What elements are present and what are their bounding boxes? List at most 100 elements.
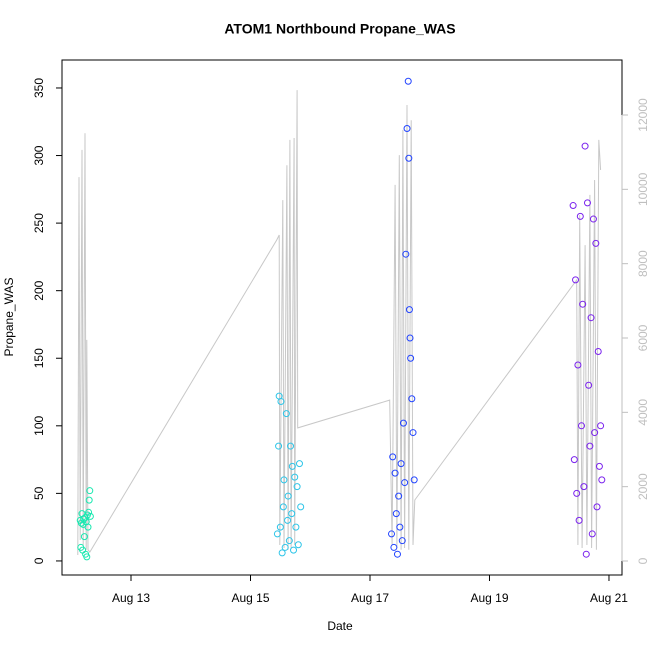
data-point: [284, 516, 292, 524]
y-tick-label: 200: [32, 280, 46, 300]
data-point: [392, 510, 400, 518]
chart-title: ATOM1 Northbound Propane_WAS: [224, 21, 455, 37]
y-tick-label: 350: [32, 78, 46, 98]
y2-tick-label: 0: [636, 557, 650, 564]
data-point: [387, 530, 395, 538]
data-point: [295, 460, 303, 468]
x-tick-label: Aug 21: [590, 591, 628, 605]
data-point: [581, 142, 589, 150]
data-point: [285, 537, 293, 545]
y-tick-label: 150: [32, 348, 46, 368]
y-tick-label: 250: [32, 213, 46, 233]
data-point: [409, 429, 417, 437]
data-point: [583, 199, 591, 207]
data-point: [579, 300, 587, 308]
data-point: [597, 422, 605, 430]
data-point: [86, 512, 94, 520]
x-axis-label: Date: [327, 619, 353, 633]
data-point: [572, 276, 580, 284]
x-tick-label: Aug 13: [112, 591, 150, 605]
data-point: [576, 212, 584, 220]
data-point: [288, 510, 296, 518]
data-point: [275, 442, 283, 450]
data-point: [292, 523, 300, 531]
data-point: [273, 530, 281, 538]
data-point: [391, 469, 399, 477]
data-point: [574, 361, 582, 369]
data-point: [294, 541, 302, 549]
data-point: [573, 489, 581, 497]
data-point: [404, 77, 412, 85]
data-point: [399, 419, 407, 427]
data-point: [297, 503, 305, 511]
data-point: [393, 550, 401, 558]
data-point: [398, 537, 406, 545]
data-point: [288, 462, 296, 470]
data-point: [84, 523, 92, 531]
data-point: [582, 550, 590, 558]
data-point: [407, 354, 415, 362]
y-tick-label: 0: [32, 557, 46, 564]
data-point: [390, 543, 398, 551]
data-point: [586, 442, 594, 450]
y-axis-label: Propane_WAS: [2, 278, 16, 357]
data-point: [588, 530, 596, 538]
data-point: [80, 533, 88, 541]
data-point: [290, 546, 298, 554]
data-point: [587, 314, 595, 322]
x-tick-label: Aug 19: [470, 591, 508, 605]
data-point: [83, 553, 91, 561]
data-point: [395, 492, 403, 500]
data-point: [276, 523, 284, 531]
y2-tick-label: 4000: [636, 399, 650, 426]
data-point: [282, 410, 290, 418]
data-point: [580, 483, 588, 491]
data-point: [405, 154, 413, 162]
y-tick-label: 100: [32, 415, 46, 435]
data-point: [592, 239, 600, 247]
data-point: [575, 516, 583, 524]
data-point: [406, 334, 414, 342]
y2-tick-label: 8000: [636, 250, 650, 277]
data-point: [287, 442, 295, 450]
data-point: [410, 476, 418, 484]
data-point: [293, 483, 301, 491]
y2-tick-label: 12000: [636, 98, 650, 132]
plot-frame: [61, 59, 623, 576]
data-point: [279, 503, 287, 511]
data-point: [589, 215, 597, 223]
data-point: [277, 397, 285, 405]
data-point: [86, 487, 94, 495]
data-point: [401, 479, 409, 487]
data-point: [591, 429, 599, 437]
data-point: [278, 549, 286, 557]
data-point: [593, 503, 601, 511]
data-point: [85, 496, 93, 504]
x-tick-label: Aug 17: [351, 591, 389, 605]
data-point: [585, 381, 593, 389]
data-point: [594, 347, 602, 355]
data-point: [569, 202, 577, 210]
data-point: [405, 306, 413, 314]
data-point: [577, 422, 585, 430]
data-point: [402, 250, 410, 258]
data-point: [284, 492, 292, 500]
data-point: [598, 476, 606, 484]
y-tick-label: 50: [32, 486, 46, 500]
data-point: [85, 508, 93, 516]
data-point: [570, 456, 578, 464]
data-point: [291, 473, 299, 481]
data-point: [397, 460, 405, 468]
data-point: [408, 395, 416, 403]
y2-tick-label: 2000: [636, 473, 650, 500]
y-tick-label: 300: [32, 145, 46, 165]
x-tick-label: Aug 15: [231, 591, 269, 605]
y2-tick-label: 6000: [636, 324, 650, 351]
data-point: [281, 543, 289, 551]
data-point: [389, 453, 397, 461]
data-point: [396, 523, 404, 531]
data-point: [595, 462, 603, 470]
data-point: [403, 125, 411, 133]
y2-tick-label: 10000: [636, 172, 650, 206]
